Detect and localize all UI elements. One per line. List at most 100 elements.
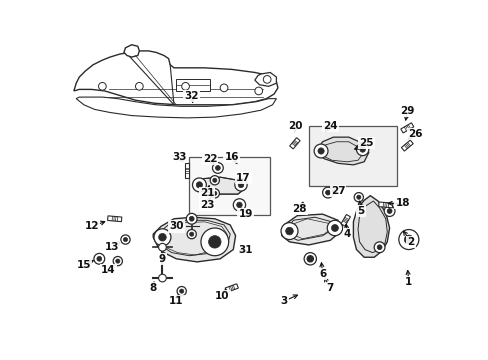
Circle shape	[177, 287, 186, 296]
Polygon shape	[74, 51, 277, 105]
Polygon shape	[107, 216, 122, 222]
Circle shape	[154, 229, 171, 246]
Polygon shape	[401, 140, 412, 151]
Text: 25: 25	[359, 138, 373, 148]
Circle shape	[238, 182, 243, 188]
Circle shape	[234, 179, 246, 191]
Circle shape	[285, 227, 293, 235]
Circle shape	[97, 256, 102, 261]
Bar	[189, 157, 270, 215]
Circle shape	[212, 191, 217, 195]
Polygon shape	[224, 284, 238, 292]
Text: 5: 5	[357, 206, 364, 216]
Polygon shape	[353, 195, 389, 257]
Text: 13: 13	[105, 242, 120, 252]
Circle shape	[373, 242, 384, 253]
Text: 14: 14	[101, 265, 116, 275]
Text: 1: 1	[405, 277, 412, 287]
Text: 3: 3	[280, 296, 287, 306]
Text: 22: 22	[203, 154, 217, 164]
Circle shape	[187, 230, 196, 239]
Text: 29: 29	[399, 106, 414, 116]
Circle shape	[353, 193, 363, 202]
Circle shape	[386, 209, 391, 213]
Polygon shape	[340, 215, 350, 226]
Polygon shape	[289, 138, 300, 149]
Text: 31: 31	[238, 244, 252, 255]
Circle shape	[326, 220, 342, 236]
Text: 28: 28	[292, 204, 306, 214]
Circle shape	[94, 253, 104, 264]
Circle shape	[233, 199, 245, 211]
Circle shape	[356, 195, 360, 199]
Polygon shape	[153, 217, 235, 262]
Text: 33: 33	[172, 152, 186, 162]
Circle shape	[317, 148, 324, 154]
Circle shape	[210, 189, 219, 198]
Text: 19: 19	[238, 209, 252, 219]
Text: 10: 10	[215, 291, 229, 301]
Circle shape	[99, 82, 106, 90]
Circle shape	[196, 182, 202, 188]
Circle shape	[356, 143, 368, 156]
Circle shape	[113, 256, 122, 266]
Text: 32: 32	[184, 91, 199, 100]
Circle shape	[236, 202, 242, 208]
Circle shape	[304, 253, 316, 265]
Circle shape	[313, 144, 327, 158]
Circle shape	[331, 225, 338, 231]
Circle shape	[398, 230, 418, 249]
Text: 11: 11	[169, 296, 183, 306]
Text: 26: 26	[407, 129, 422, 139]
Polygon shape	[176, 78, 210, 91]
Polygon shape	[76, 97, 276, 118]
Text: 8: 8	[149, 283, 157, 293]
Text: 18: 18	[395, 198, 409, 208]
Circle shape	[212, 178, 217, 182]
Circle shape	[281, 222, 297, 239]
Circle shape	[212, 163, 223, 173]
Polygon shape	[123, 45, 139, 57]
Circle shape	[210, 176, 219, 185]
Text: 30: 30	[169, 221, 183, 231]
Circle shape	[135, 82, 143, 90]
Polygon shape	[194, 177, 245, 194]
Circle shape	[179, 289, 183, 293]
Text: 2: 2	[407, 237, 414, 247]
Bar	[308, 126, 396, 186]
Text: 7: 7	[326, 283, 333, 293]
Circle shape	[189, 232, 193, 236]
Polygon shape	[184, 163, 189, 178]
Text: 6: 6	[318, 269, 325, 279]
Text: 12: 12	[84, 221, 99, 231]
Circle shape	[322, 187, 333, 198]
Polygon shape	[281, 214, 341, 245]
Text: 27: 27	[330, 186, 345, 196]
Circle shape	[182, 82, 189, 90]
Polygon shape	[254, 72, 276, 86]
Circle shape	[201, 228, 228, 256]
Polygon shape	[400, 123, 413, 133]
Circle shape	[404, 235, 412, 244]
Polygon shape	[316, 137, 368, 165]
Circle shape	[192, 178, 206, 192]
Circle shape	[123, 238, 127, 242]
Circle shape	[208, 236, 221, 248]
Circle shape	[359, 147, 365, 152]
Circle shape	[376, 245, 381, 250]
Circle shape	[189, 216, 194, 221]
Circle shape	[158, 243, 166, 251]
Circle shape	[306, 256, 313, 262]
Text: 9: 9	[159, 254, 165, 264]
Text: 20: 20	[287, 121, 302, 131]
Circle shape	[186, 213, 197, 224]
Circle shape	[116, 259, 120, 263]
Circle shape	[158, 274, 166, 282]
Text: 24: 24	[323, 121, 337, 131]
Text: 15: 15	[77, 260, 91, 270]
Text: 16: 16	[224, 152, 239, 162]
Circle shape	[158, 233, 166, 241]
Circle shape	[220, 84, 227, 92]
Circle shape	[254, 87, 262, 95]
Circle shape	[121, 235, 130, 244]
